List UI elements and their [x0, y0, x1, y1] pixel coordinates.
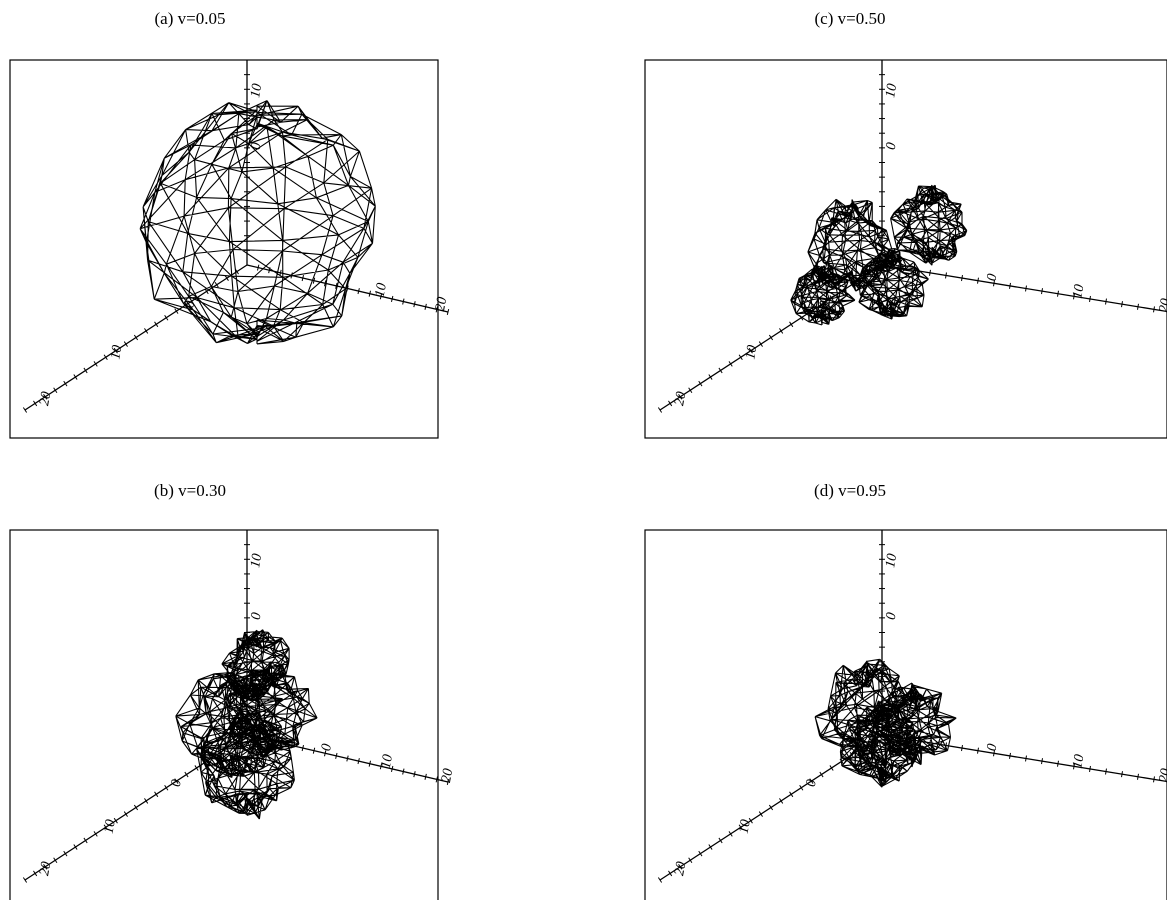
axis-tick: [358, 288, 359, 294]
axis-tick: [1026, 756, 1027, 762]
panel-frame: [645, 530, 1167, 900]
axis-tick: [978, 748, 979, 754]
panel-title: (b) v=0.30: [154, 481, 226, 500]
axis-tick: [302, 745, 303, 751]
axis-label: 0: [169, 778, 185, 787]
axis-label: 10: [373, 282, 390, 298]
axis-label: 10: [883, 553, 900, 569]
axis-label: 10: [737, 818, 754, 834]
axis-label: 0: [884, 141, 900, 150]
axis-tick: [425, 774, 426, 780]
axis-label: 20: [672, 861, 689, 877]
axis-tick: [1090, 766, 1091, 772]
axis-label: 20: [439, 767, 456, 783]
figure: (a) v=0.05 10 0 0 10 20 10 20 (b) v=0.30 10 0 10 0 10…: [0, 0, 1167, 900]
axis-tick: [930, 270, 931, 276]
axis-label: 10: [248, 83, 265, 99]
axis-label: 20: [672, 391, 689, 407]
panel-title: (d) v=0.95: [814, 481, 886, 500]
axis-tick: [1042, 758, 1043, 764]
axis-label: 20: [37, 391, 54, 407]
axis-label: 0: [249, 611, 265, 620]
panel-frame: [10, 60, 438, 438]
axis-label: 0: [985, 273, 1001, 282]
axis-tick: [313, 748, 314, 754]
axis-tick: [1026, 286, 1027, 292]
wireframe-mesh: [140, 101, 375, 344]
axis-tick: [414, 301, 415, 307]
axis-tick: [358, 758, 359, 764]
axis-label: 20: [1157, 767, 1167, 783]
panel-title: (c) v=0.50: [815, 9, 886, 28]
axis-tick: [1122, 771, 1123, 777]
axis-label: 0: [319, 743, 335, 752]
axis-label: 0: [985, 743, 1001, 752]
panel: (c) v=0.501000102001020: [645, 9, 1167, 438]
axis-label: 10: [743, 344, 760, 360]
axis-tick: [978, 278, 979, 284]
axis-label: 10: [379, 753, 396, 769]
axis-tick: [425, 304, 426, 310]
axis-tick: [347, 756, 348, 762]
panel: (b) v=0.30 10 0 10 0 10 20 0 10 20: [10, 481, 456, 900]
axis-label: 10: [1070, 753, 1087, 769]
axis-label: 10: [230, 734, 247, 750]
axis: [882, 265, 1167, 312]
axis-tick: [962, 745, 963, 751]
axis-tick: [1154, 776, 1155, 782]
panel-title: (a) v=0.05: [155, 9, 226, 28]
axis-tick: [1106, 769, 1107, 775]
axis-tick: [302, 275, 303, 281]
axis-tick: [436, 776, 437, 782]
axis-label: 0: [804, 778, 820, 787]
axis-tick: [1122, 301, 1123, 307]
axis-tick: [369, 761, 370, 767]
axis-tick: [1138, 774, 1139, 780]
axis-tick: [1154, 306, 1155, 312]
wireframe-mesh: [891, 185, 967, 265]
axis-tick: [1090, 296, 1091, 302]
axis-tick: [1058, 291, 1059, 297]
axis-tick: [962, 275, 963, 281]
wireframe-mesh: [222, 630, 289, 701]
axis-tick: [336, 753, 337, 759]
axis-label: 20: [433, 296, 450, 312]
axis-tick: [1042, 288, 1043, 294]
axis-tick: [1138, 304, 1139, 310]
axis-label: 10: [865, 734, 882, 750]
axis-tick: [369, 291, 370, 297]
axis-label: 0: [249, 141, 265, 150]
axis-tick: [946, 272, 947, 278]
axis-label: 20: [37, 861, 54, 877]
axis-label: 0: [884, 611, 900, 620]
axis-tick: [403, 299, 404, 305]
axis-tick: [1010, 753, 1011, 759]
axis-label: 10: [883, 83, 900, 99]
panel: (d) v=0.95 10 0 10 0 10 20 0 10 20: [645, 481, 1167, 900]
axis-label: 20: [1157, 297, 1167, 313]
axis-label: 10: [102, 818, 119, 834]
panel: (a) v=0.05 10 0 0 10 20 10 20: [10, 9, 450, 438]
axis-tick: [1106, 299, 1107, 305]
axis-tick: [414, 771, 415, 777]
axis-label: 0: [182, 300, 198, 309]
axis-tick: [1010, 283, 1011, 289]
axis-tick: [1058, 761, 1059, 767]
axis-tick: [257, 265, 258, 271]
axis-label: 10: [1070, 283, 1087, 299]
axis-tick: [391, 296, 392, 302]
axis-label: 10: [248, 553, 265, 569]
axis: [882, 735, 1167, 782]
axis-label: 10: [108, 344, 125, 360]
axis-tick: [403, 769, 404, 775]
